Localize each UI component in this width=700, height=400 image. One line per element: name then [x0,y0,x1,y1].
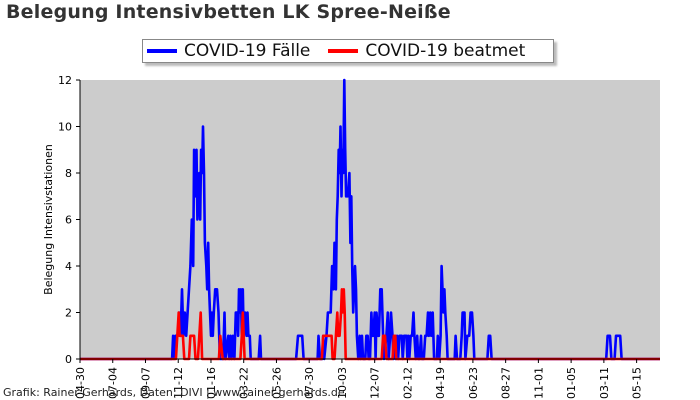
chart-legend: COVID-19 Fälle COVID-19 beatmet [142,39,554,63]
x-tick-label: 11-01 [532,367,545,399]
x-tick-label: 10-03 [336,367,349,399]
x-tick-label: 01-16 [205,367,218,399]
series-line-faelle [80,78,660,361]
y-tick-label: 6 [65,214,72,227]
y-tick-label: 0 [65,353,72,366]
x-tick-label: 07-04 [107,367,120,399]
legend-swatch-faelle [147,49,177,53]
x-tick-label: 05-15 [631,367,644,399]
x-tick-label: 07-30 [303,367,316,399]
y-axis-title: Belegung Intensivstationen [42,144,55,295]
x-tick-label: 04-30 [74,367,87,399]
legend-swatch-beatmet [328,49,359,53]
x-tick-label: 03-11 [598,367,611,399]
y-tick-label: 4 [65,260,72,273]
x-tick-label: 09-07 [139,367,152,399]
legend-label-beatmet: COVID-19 beatmet [365,41,526,61]
x-tick-label: 12-07 [369,367,382,399]
footer-credit: Grafik: Rainer Gerhards, Daten: DIVI | w… [3,386,345,399]
x-tick-label: 01-05 [565,367,578,399]
y-tick-label: 12 [58,74,72,87]
x-tick-label: 02-12 [401,367,414,399]
x-tick-label: 08-27 [500,367,513,399]
y-tick-label: 8 [65,167,72,180]
x-tick-label: 05-26 [270,367,283,399]
x-tick-label: 04-19 [434,367,447,399]
y-tick-label: 2 [65,307,72,320]
plot-background [80,80,660,359]
x-tick-label: 03-22 [238,367,251,399]
x-tick-label: 11-12 [172,367,185,399]
legend-label-faelle: COVID-19 Fälle [184,41,311,61]
y-tick-label: 10 [58,121,72,134]
x-tick-label: 06-23 [467,367,480,399]
chart-title: Belegung Intensivbetten LK Spree-Neiße [6,1,451,23]
legend-item-beatmet: COVID-19 beatmet [328,41,525,61]
legend-item-faelle: COVID-19 Fälle [147,41,310,61]
